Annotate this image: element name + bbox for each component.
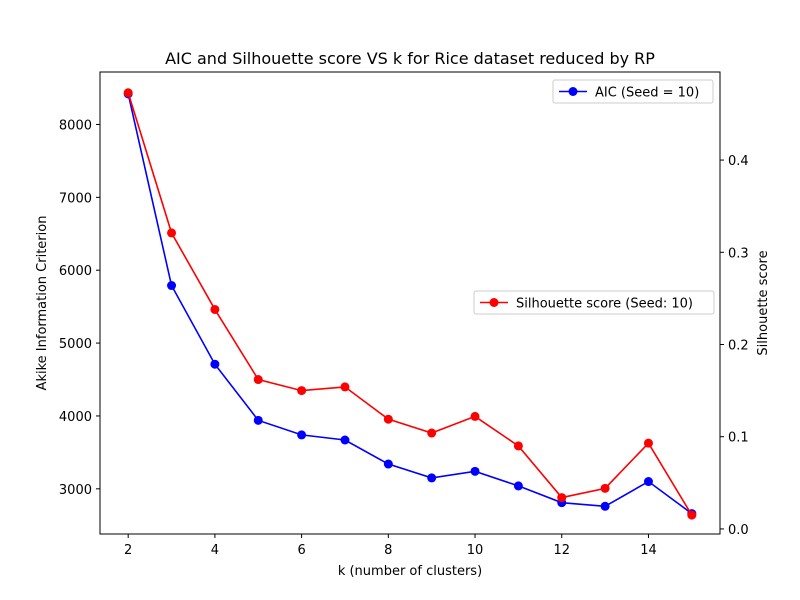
x-tick-label: 10 [467, 543, 484, 558]
left-y-tick-label: 4000 [59, 410, 92, 425]
left-y-axis-label: Akike Information Criterion [35, 216, 50, 391]
data-point-silhouette [253, 375, 263, 385]
series-line-aic [127, 93, 693, 515]
x-tick-label: 14 [640, 543, 657, 558]
left-y-tick-label: 3000 [59, 483, 92, 498]
left-y-tick-label: 7000 [59, 191, 92, 206]
left-y-tick-label: 6000 [59, 264, 92, 279]
x-tick-label: 12 [553, 543, 570, 558]
data-point-silhouette [123, 88, 133, 98]
plot-area: 2 4 6 8 10 12 14 3000 4000 5000 6000 7000 8000 0.0 0.1… [59, 71, 749, 558]
data-point-aic [253, 415, 263, 425]
chart-title: AIC and Silhouette score VS k for Rice d… [165, 49, 655, 68]
legend-silhouette-box [473, 290, 715, 315]
data-point-silhouette [643, 438, 653, 448]
x-axis-label: k (number of clusters) [338, 564, 482, 579]
data-point-silhouette [557, 493, 567, 503]
x-tick-label: 2 [124, 543, 132, 558]
series-line-silhouette [127, 92, 693, 516]
legend-aic-box [552, 79, 714, 104]
right-y-tick-label: 0.4 [728, 154, 749, 169]
right-y-tick-label: 0.0 [728, 523, 749, 538]
data-point-aic [470, 466, 480, 476]
x-tick-label: 4 [211, 543, 219, 558]
right-y-axis-label: Silhouette score [756, 250, 771, 355]
legend-aic-label: AIC (Seed = 10) [595, 86, 699, 101]
left-y-tick-label: 5000 [59, 337, 92, 352]
data-point-aic [643, 477, 653, 487]
data-point-aic [513, 481, 523, 491]
right-y-tick-label: 0.2 [728, 338, 749, 353]
right-y-tick-label: 0.1 [728, 431, 749, 446]
data-point-silhouette [297, 386, 307, 396]
data-point-silhouette [210, 304, 220, 314]
legend-silhouette-label: Silhouette score (Seed: 10) [516, 297, 693, 312]
data-point-silhouette [687, 510, 697, 520]
data-point-aic [297, 430, 307, 440]
data-point-silhouette [427, 428, 437, 438]
data-point-silhouette [340, 382, 350, 392]
data-point-aic [383, 459, 393, 469]
data-point-silhouette [470, 411, 480, 421]
data-point-silhouette [513, 441, 523, 451]
data-point-silhouette [600, 483, 610, 493]
data-point-aic [340, 435, 350, 445]
plot-frame [99, 71, 721, 535]
data-point-aic [427, 473, 437, 483]
data-point-silhouette [383, 414, 393, 424]
data-point-aic [210, 359, 220, 369]
x-tick-label: 8 [384, 543, 392, 558]
legend-silhouette-marker [489, 298, 499, 307]
x-tick-label: 6 [297, 543, 305, 558]
data-point-silhouette [167, 228, 177, 238]
left-y-tick-label: 8000 [59, 118, 92, 133]
data-point-aic [167, 281, 177, 291]
right-y-tick-label: 0.3 [728, 246, 749, 261]
data-point-aic [600, 501, 610, 511]
legend-aic-marker [568, 87, 578, 96]
